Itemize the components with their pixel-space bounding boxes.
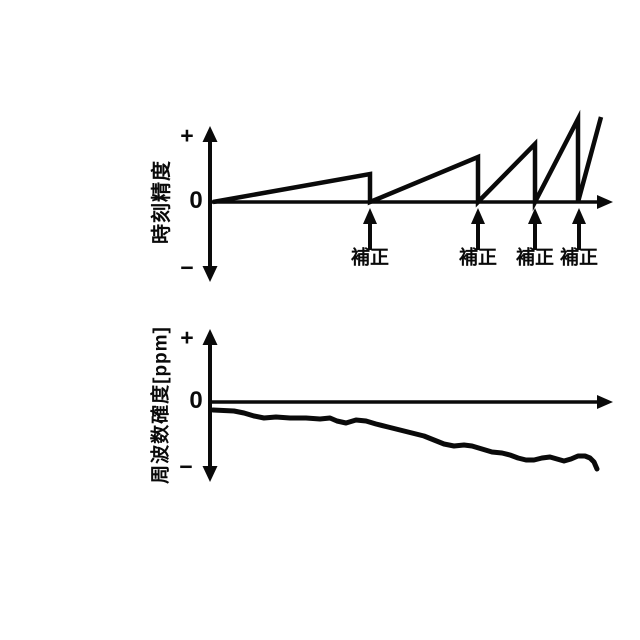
time-accuracy-minus-label: − (180, 254, 194, 281)
frequency-accuracy-plus-label: + (180, 324, 194, 351)
y-axis-arrowhead-down-icon (202, 466, 218, 482)
frequency-accuracy-zero-label: 0 (189, 387, 203, 414)
series-line-time-error-sawtooth (212, 109, 604, 212)
correction-arrow-icon (363, 208, 377, 224)
correction-arrow-icon (471, 208, 485, 224)
x-axis-arrowhead-icon (597, 395, 613, 409)
x-axis-arrowhead-icon (597, 195, 613, 209)
correction-label: 補正 (559, 247, 599, 269)
frequency-accuracy-minus-label: − (179, 453, 193, 480)
time-accuracy-ylabel: 時刻精度 (151, 160, 173, 244)
y-axis-arrowhead-up-icon (202, 329, 218, 345)
time-accuracy-plus-label: + (180, 122, 194, 149)
correction-label: 補正 (458, 247, 498, 269)
y-axis-arrowhead-down-icon (202, 266, 218, 282)
correction-arrow-icon (572, 208, 586, 224)
correction-label: 補正 (515, 247, 555, 269)
correction-arrow-icon (528, 208, 542, 224)
frequency-accuracy-chart (202, 329, 613, 482)
frequency-accuracy-ylabel: 周波数確度[ppm] (150, 326, 172, 484)
time-accuracy-chart (202, 109, 613, 282)
time-accuracy-zero-label: 0 (189, 187, 203, 214)
y-axis-arrowhead-up-icon (202, 126, 218, 142)
series-line-frequency-accuracy-drift (210, 407, 600, 472)
correction-label: 補正 (350, 247, 390, 269)
